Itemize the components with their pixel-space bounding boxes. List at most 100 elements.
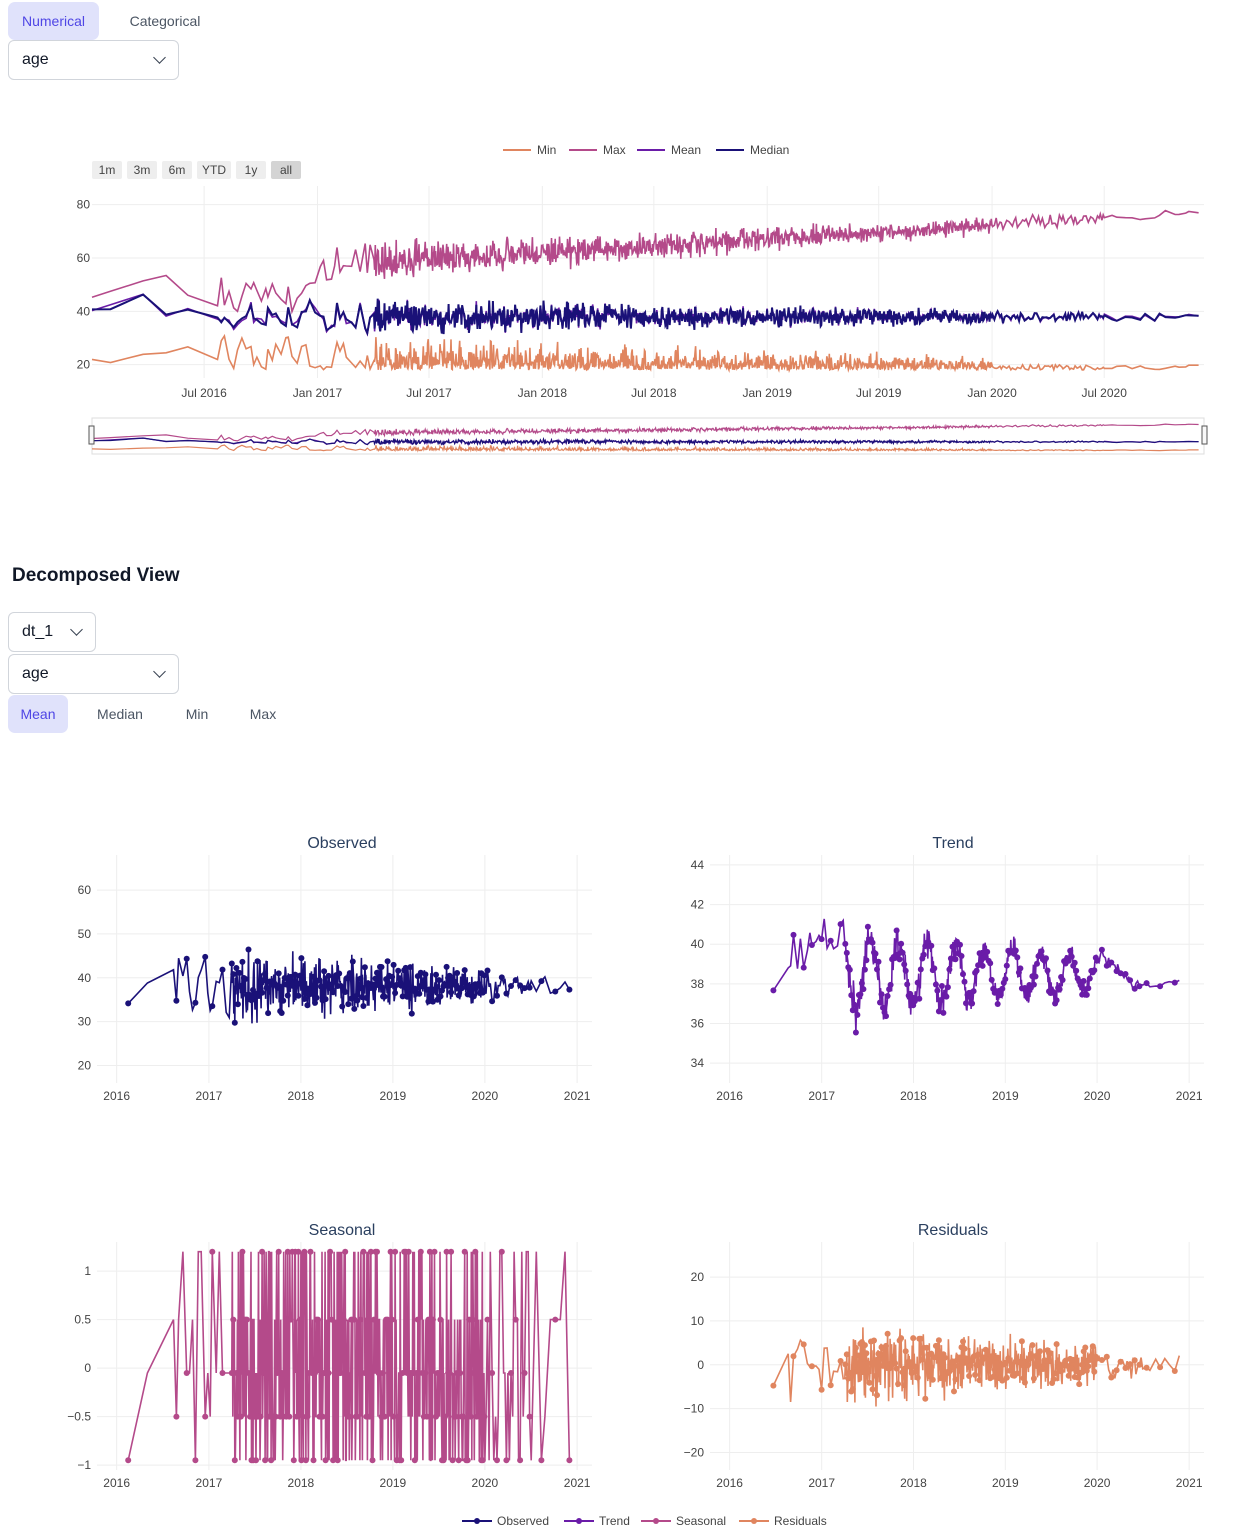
range-button-3m[interactable]: 3m (127, 161, 157, 179)
tab-median[interactable]: Median (97, 706, 143, 722)
data-point (1085, 985, 1092, 992)
data-point (392, 990, 399, 996)
data-point (384, 958, 391, 965)
data-point (526, 1413, 533, 1420)
subplot-trend: Trend 34 36 38 40 42 44 2016 2017 2018 2019 2020 202… (691, 835, 1204, 1103)
x-tick-label: 2021 (564, 1089, 591, 1103)
data-point (1127, 977, 1134, 984)
data-point (1082, 1344, 1089, 1351)
data-point (372, 975, 379, 982)
data-point (475, 980, 482, 987)
data-point (1043, 1357, 1049, 1364)
data-point (417, 1248, 424, 1255)
data-point (268, 1457, 275, 1464)
legend-marker-residuals (751, 1518, 757, 1524)
data-point (327, 1248, 334, 1255)
data-point (952, 956, 959, 963)
data-point (800, 964, 807, 971)
data-point (851, 1001, 858, 1008)
data-point (1113, 1367, 1120, 1374)
x-tick-label: 2020 (1084, 1089, 1111, 1103)
data-point (173, 1413, 180, 1420)
data-point (343, 975, 350, 982)
data-point (233, 965, 240, 971)
data-point (864, 1360, 871, 1367)
data-point (351, 1316, 358, 1323)
data-point (1070, 1356, 1077, 1363)
data-point (1065, 957, 1072, 964)
data-point (494, 992, 500, 999)
data-point (800, 1341, 807, 1348)
x-tick-label: 2018 (900, 1089, 927, 1103)
data-point (1094, 1355, 1101, 1362)
tab-min[interactable]: Min (185, 706, 209, 722)
data-point (237, 983, 244, 989)
data-point (299, 1413, 306, 1420)
data-point (895, 951, 902, 958)
data-point (874, 1392, 880, 1399)
data-point (898, 940, 905, 947)
data-point (369, 1457, 376, 1464)
y-tick-label: 42 (691, 898, 705, 912)
tab-numerical[interactable]: Numerical (8, 2, 99, 40)
data-point (908, 1370, 915, 1377)
range-button-1y[interactable]: 1y (236, 161, 266, 179)
data-point (449, 1457, 456, 1464)
stats-line-chart: 20 40 60 80 Jul 2016 Jan 2017 Jul 2017 Jan 2018… (77, 143, 1208, 455)
data-point (848, 992, 855, 999)
data-point (893, 1365, 900, 1372)
data-point (245, 1370, 252, 1376)
feature-select[interactable]: age (8, 40, 179, 80)
data-point (360, 1003, 367, 1009)
x-tick-label: 2018 (900, 1476, 927, 1490)
data-point (452, 1413, 459, 1420)
decomposed-feature-select[interactable]: age (8, 654, 179, 694)
data-point (231, 1457, 238, 1464)
decomposed-view-title: Decomposed View (12, 565, 180, 586)
data-point (393, 981, 400, 988)
data-point (938, 983, 945, 989)
data-point (192, 1457, 199, 1464)
data-point (309, 990, 315, 997)
x-tick-label: Jul 2018 (631, 386, 677, 400)
data-point (890, 1353, 897, 1360)
data-point (874, 966, 880, 973)
data-point (1083, 991, 1090, 998)
dataset-select[interactable]: dt_1 (8, 612, 96, 652)
data-point (790, 1353, 797, 1360)
data-point (1131, 985, 1138, 992)
data-point (880, 1362, 886, 1369)
range-button-1m[interactable]: 1m (92, 161, 122, 179)
range-button-6m[interactable]: 6m (162, 161, 192, 179)
data-point (346, 1413, 353, 1420)
data-point (975, 962, 982, 969)
data-point (287, 1316, 294, 1323)
data-point (411, 985, 418, 992)
data-point (387, 982, 394, 989)
data-point (367, 1248, 374, 1255)
data-point (479, 989, 486, 996)
range-button-ytd[interactable]: YTD (197, 161, 231, 179)
data-point (404, 993, 411, 1000)
data-point (384, 1316, 391, 1323)
data-point (1035, 1353, 1042, 1359)
data-point (991, 1366, 998, 1373)
data-point (917, 1335, 924, 1342)
data-point (219, 966, 226, 973)
range-button-all[interactable]: all (271, 161, 301, 179)
x-tick-label: 2020 (1084, 1476, 1111, 1490)
data-point (1043, 955, 1049, 962)
data-point (278, 1010, 285, 1016)
data-point (907, 1359, 914, 1366)
data-point (920, 951, 927, 958)
data-point (928, 942, 935, 949)
data-point (1003, 962, 1010, 969)
data-point (375, 981, 382, 988)
tab-max[interactable]: Max (249, 706, 277, 722)
tab-mean[interactable]: Mean (8, 695, 68, 733)
data-point (972, 1371, 979, 1378)
data-point (970, 1353, 977, 1360)
tab-categorical[interactable]: Categorical (129, 13, 201, 29)
data-point (994, 1001, 1001, 1007)
